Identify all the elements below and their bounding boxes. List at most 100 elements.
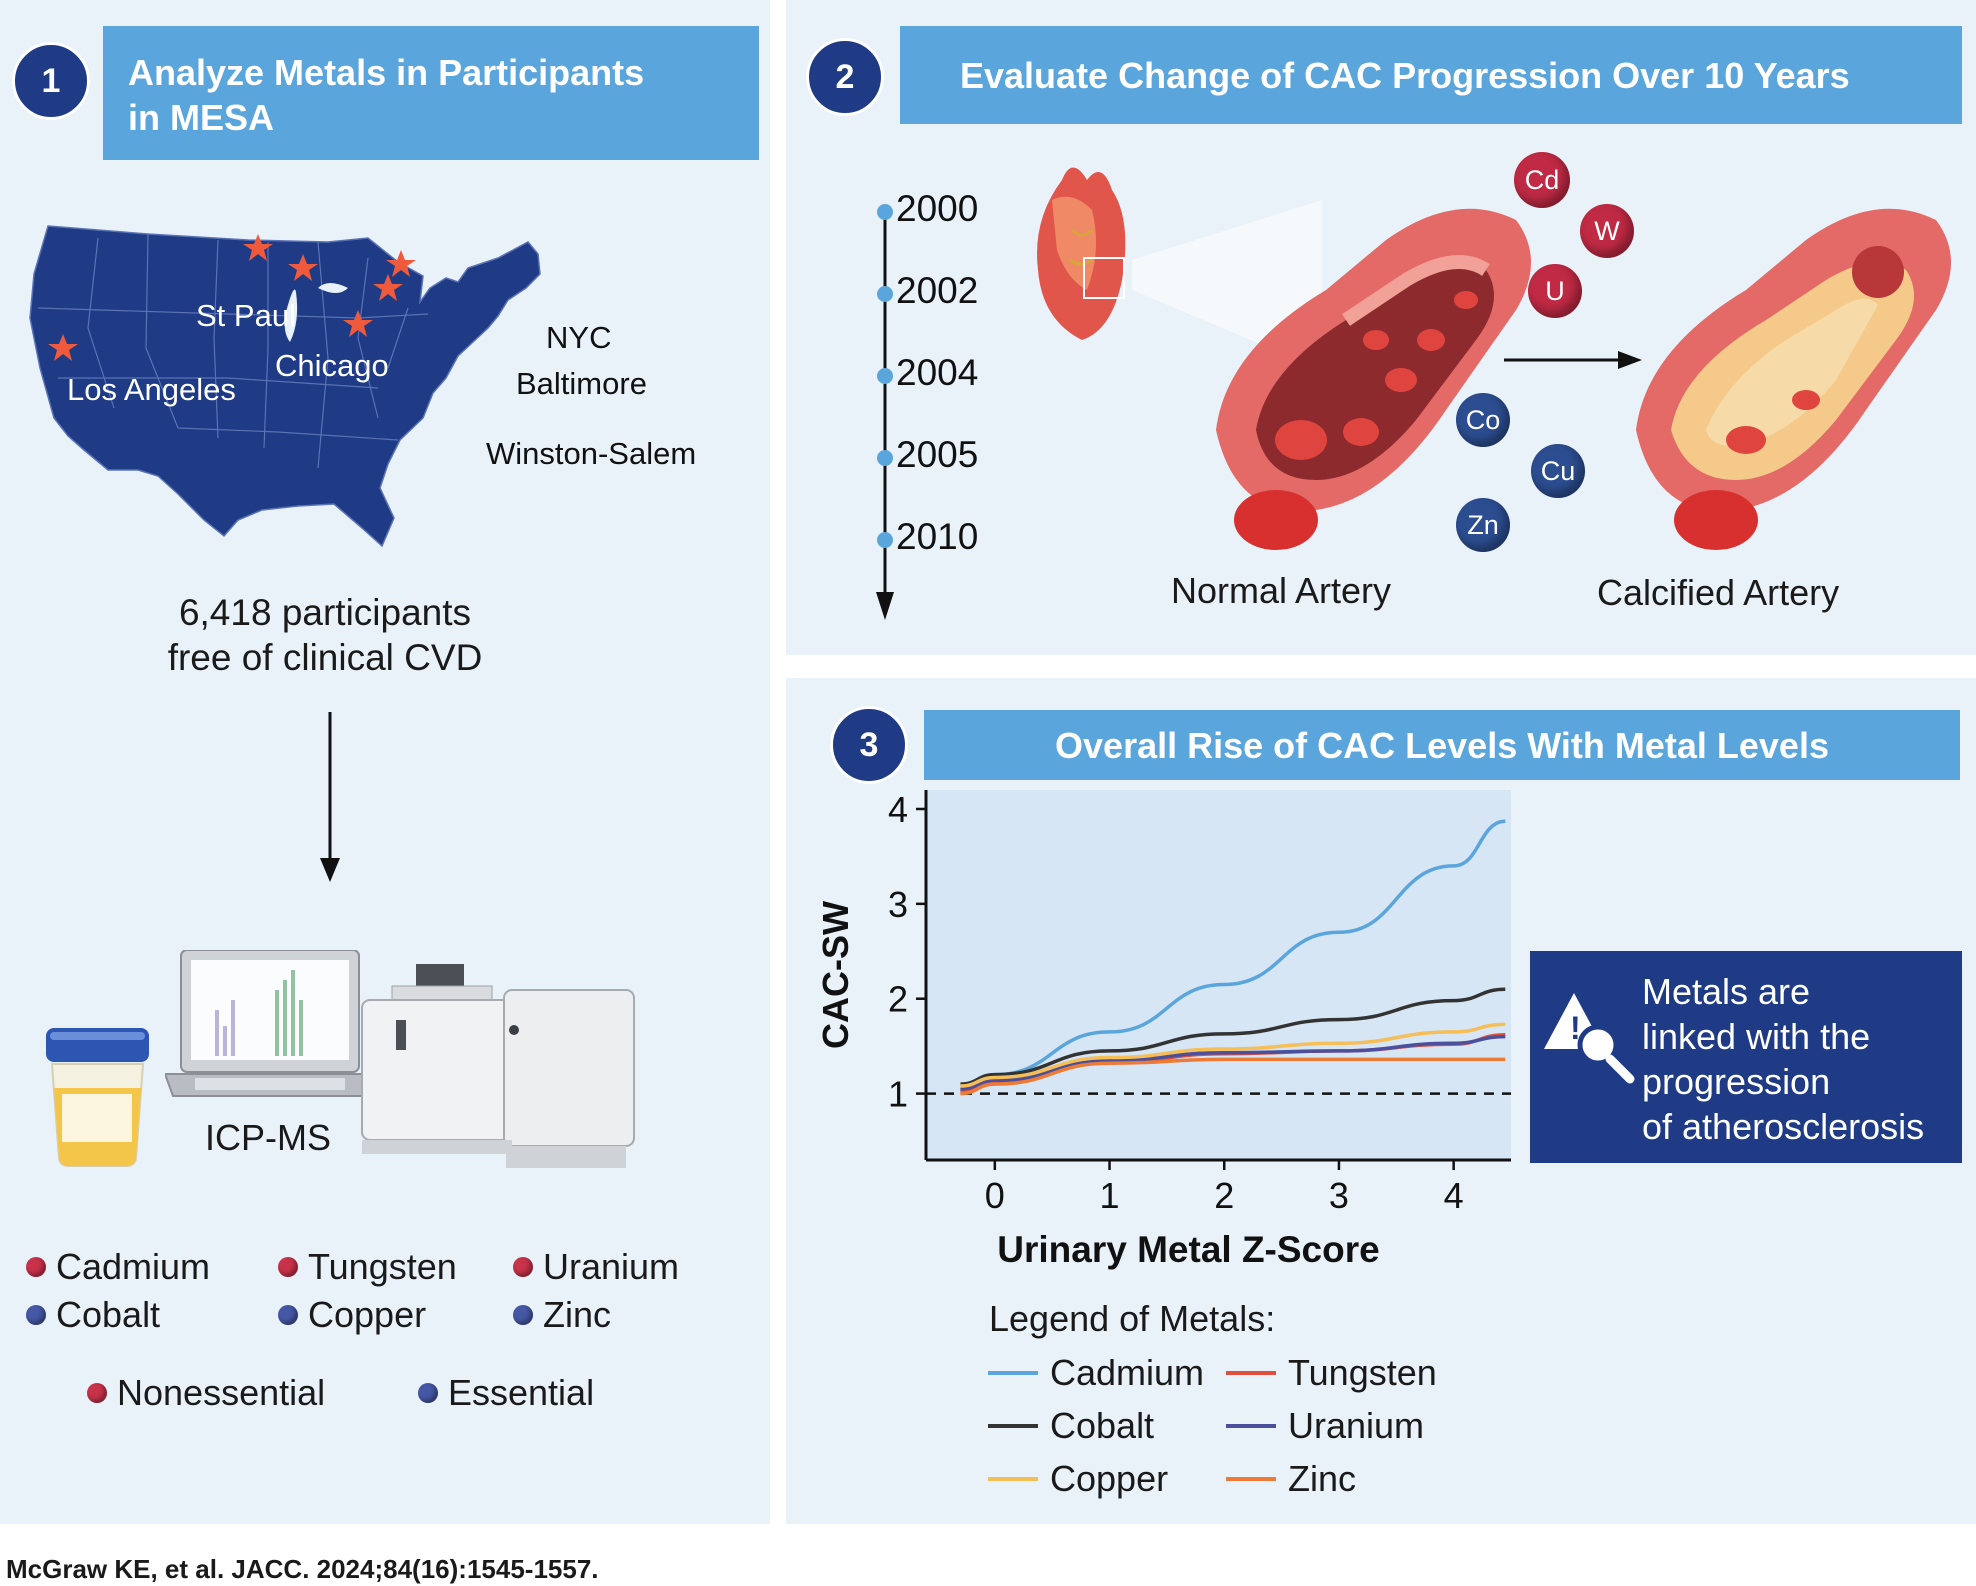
svg-text:!: !	[1570, 1010, 1581, 1046]
nonessential-dot-icon	[87, 1383, 107, 1403]
cac-line-chart: 0 1 2 3 4 1 2 3 4 Urinary Metal Z-Score CAC-SW	[815, 789, 1511, 1270]
year-2004: 2004	[896, 352, 979, 393]
icp-ms-label: ICP-MS	[205, 1117, 331, 1158]
citation: McGraw KE, et al. JACC. 2024;84(16):1545…	[6, 1554, 599, 1584]
progression-arrow	[1504, 351, 1642, 369]
y-tick-label: 3	[888, 884, 908, 925]
x-axis-label: Urinary Metal Z-Score	[997, 1229, 1379, 1270]
normal-artery-illustration	[1216, 208, 1531, 550]
x-tick-label: 4	[1444, 1175, 1464, 1216]
us-map-shape	[29, 225, 541, 548]
ion-cobalt: Co	[1456, 393, 1510, 447]
metal-tungsten: Tungsten	[278, 1246, 457, 1288]
step-3-badge: 3	[830, 706, 908, 784]
legend-cobalt: Cobalt	[988, 1405, 1154, 1447]
state-borders	[37, 233, 429, 469]
callout-line-2: linked with the	[1642, 1016, 1871, 1057]
icp-ms-instrument-icon	[361, 964, 635, 1168]
legend-title: Legend of Metals:	[989, 1298, 1276, 1339]
essential-dot-icon	[26, 1305, 46, 1325]
ion-copper: Cu	[1531, 444, 1585, 498]
year-2002: 2002	[896, 270, 979, 311]
city-winston-salem: Winston-Salem	[486, 436, 697, 471]
calcified-artery-illustration	[1636, 208, 1951, 550]
legend-uranium: Uranium	[1226, 1405, 1424, 1447]
ion-cadmium: Cd	[1514, 152, 1570, 208]
metal-copper: Copper	[278, 1294, 426, 1336]
legend-swatch	[988, 1424, 1038, 1428]
series-line-cadmium	[960, 819, 1506, 1091]
panel-3-cac-metal-chart: Overall Rise of CAC Levels With Metal Le…	[786, 678, 1976, 1524]
urine-cup-icon	[46, 1028, 149, 1167]
city-st-paul: St Paul	[196, 298, 296, 333]
x-tick-label: 3	[1329, 1175, 1349, 1216]
us-map	[29, 225, 541, 548]
legend-copper: Copper	[988, 1458, 1168, 1500]
star-los-angeles	[48, 334, 78, 361]
y-tick-label: 1	[888, 1074, 908, 1115]
panel-1-title-banner: Analyze Metals in Participants in MESA	[103, 26, 759, 160]
legend-swatch	[1226, 1477, 1276, 1481]
step-1-badge: 1	[12, 42, 90, 120]
star-baltimore	[373, 274, 403, 301]
series-line-zinc	[960, 1057, 1506, 1096]
callout-line-3: progression	[1642, 1061, 1831, 1102]
metal-uranium: Uranium	[513, 1246, 679, 1288]
legend-swatch	[1226, 1424, 1276, 1428]
callout-line-1: Metals are	[1642, 971, 1811, 1012]
x-tick-label: 1	[1100, 1175, 1120, 1216]
year-2000: 2000	[896, 188, 979, 229]
key-essential: Essential	[418, 1372, 594, 1414]
metal-zinc: Zinc	[513, 1294, 611, 1336]
legend-tungsten: Tungsten	[1226, 1352, 1437, 1394]
series-line-cobalt	[960, 987, 1506, 1086]
star-st-paul	[243, 234, 273, 261]
participants-line2: free of clinical CVD	[167, 637, 483, 679]
panel-1-analyze-metals: Analyze Metals in Participants in MESA 1	[0, 0, 770, 1524]
laptop-icon	[165, 950, 375, 1097]
great-lakes	[284, 283, 348, 342]
panel-1-title-line2: in MESA	[128, 97, 275, 138]
key-nonessential: Nonessential	[87, 1372, 325, 1414]
ion-zinc: Zn	[1456, 498, 1510, 552]
legend-swatch	[1226, 1371, 1276, 1375]
y-tick-label: 2	[888, 979, 908, 1020]
x-tick-label: 2	[1214, 1175, 1234, 1216]
ion-tungsten: W	[1580, 204, 1634, 258]
timeline-dots	[877, 204, 893, 548]
metal-cobalt: Cobalt	[26, 1294, 160, 1336]
year-2005: 2005	[896, 434, 979, 475]
essential-dot-icon	[513, 1305, 533, 1325]
calcified-artery-label: Calcified Artery	[1597, 572, 1840, 613]
year-2010: 2010	[896, 516, 979, 557]
star-winston-salem	[343, 310, 373, 337]
series-line-uranium	[960, 1034, 1506, 1091]
warning-magnifier-icon: !	[1544, 993, 1635, 1084]
legend-cadmium: Cadmium	[988, 1352, 1204, 1394]
step-2-badge: 2	[806, 38, 884, 116]
city-los-angeles: Los Angeles	[67, 372, 236, 407]
panel-2-title-banner: Evaluate Change of CAC Progression Over …	[900, 26, 1962, 124]
series-line-copper	[960, 1022, 1506, 1088]
x-tick-label: 0	[985, 1175, 1005, 1216]
metal-cadmium: Cadmium	[26, 1246, 210, 1288]
essential-dot-icon	[418, 1383, 438, 1403]
city-chicago: Chicago	[275, 348, 389, 383]
normal-artery-label: Normal Artery	[1171, 570, 1392, 611]
site-stars	[48, 234, 416, 361]
essential-dot-icon	[278, 1305, 298, 1325]
legend-swatch	[988, 1477, 1038, 1481]
city-nyc: NYC	[546, 320, 612, 355]
nonessential-dot-icon	[278, 1257, 298, 1277]
city-baltimore: Baltimore	[516, 366, 647, 401]
down-arrow	[320, 712, 340, 882]
nonessential-dot-icon	[513, 1257, 533, 1277]
plot-area	[926, 790, 1511, 1160]
star-nyc	[386, 250, 416, 277]
callout-box: ! Metals are linked with the progression…	[1530, 951, 1962, 1163]
callout-line-4: of atherosclerosis	[1642, 1106, 1925, 1147]
legend-zinc: Zinc	[1226, 1458, 1356, 1500]
timeline-axis	[876, 204, 894, 620]
panel-3-title-banner: Overall Rise of CAC Levels With Metal Le…	[924, 710, 1960, 780]
participants-text: 6,418 participants free of clinical CVD	[0, 590, 650, 680]
